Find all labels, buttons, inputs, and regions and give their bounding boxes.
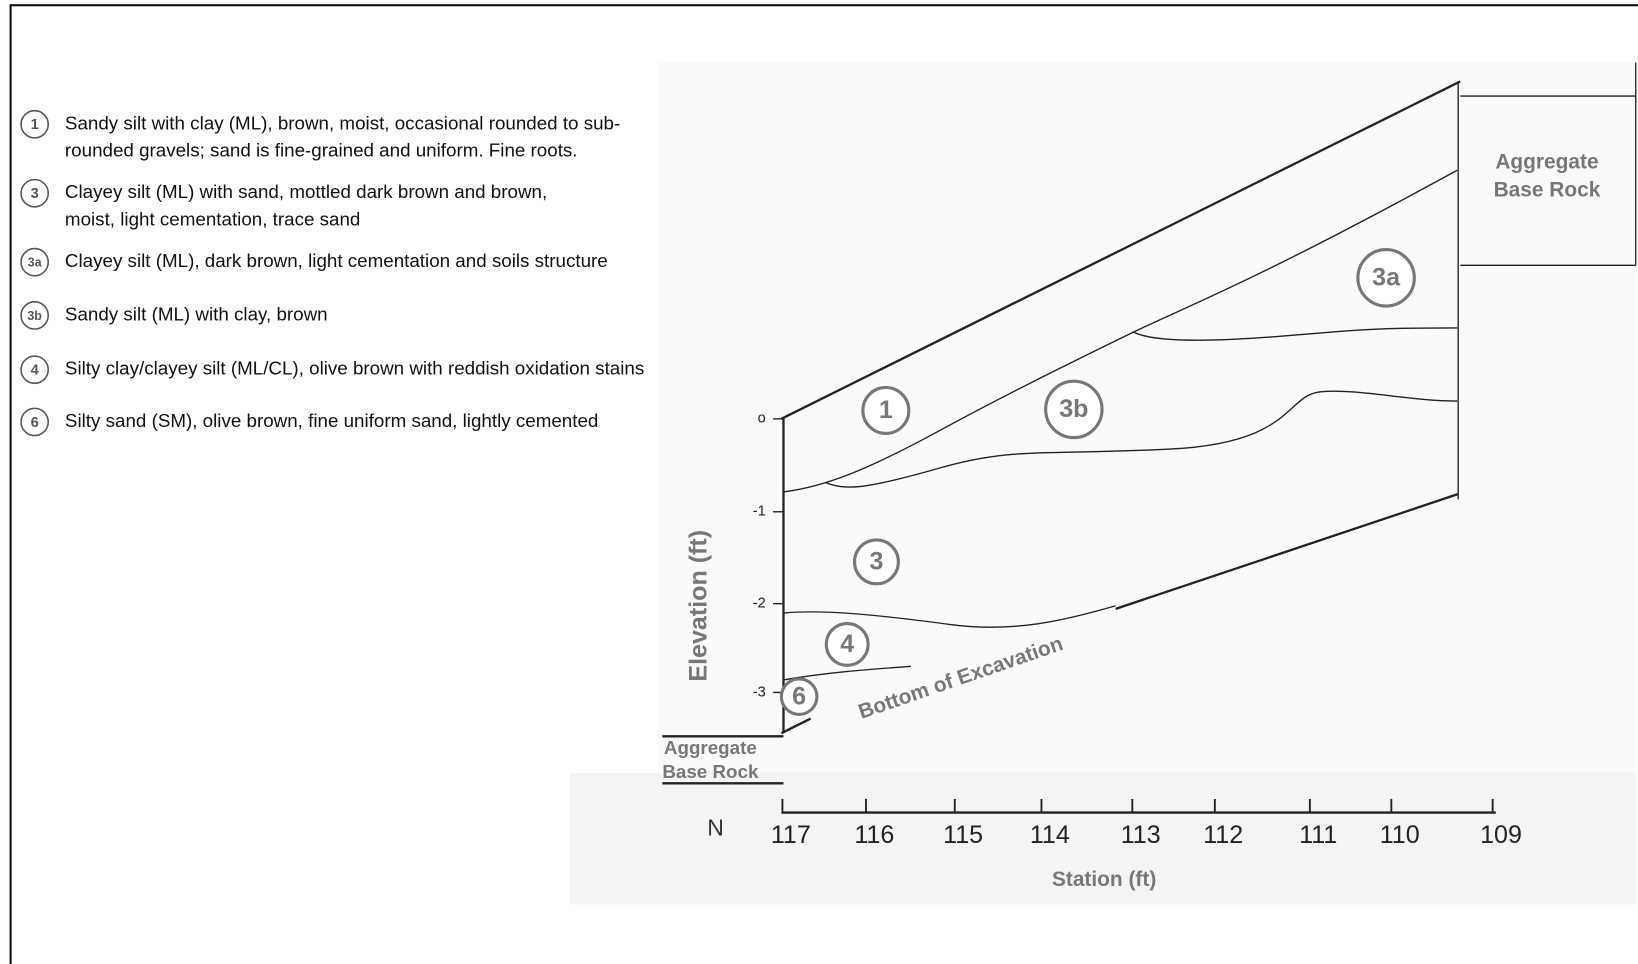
x-axis-title: Station (ft) bbox=[1052, 868, 1156, 891]
layer-label: 3a bbox=[1372, 263, 1401, 291]
x-tick-label: 110 bbox=[1380, 821, 1420, 849]
layer-label: 3 bbox=[869, 548, 883, 576]
y-axis-title: Elevation (ft) bbox=[685, 530, 713, 682]
legend-symbol: 6 bbox=[31, 415, 39, 431]
y-tick-label: -1 bbox=[753, 504, 766, 520]
base-rock-label: Base Rock bbox=[662, 761, 759, 782]
layer-label: 4 bbox=[840, 630, 854, 658]
y-tick-label: -3 bbox=[753, 684, 766, 700]
legend-symbol: 4 bbox=[31, 363, 40, 379]
legend-text: Sandy silt (ML) with clay, brown bbox=[65, 303, 328, 324]
base-rock-label: Aggregate bbox=[664, 737, 757, 758]
legend-text: Silty clay/clayey silt (ML/CL), olive br… bbox=[65, 358, 644, 379]
legend-text: Sandy silt with clay (ML), brown, moist,… bbox=[65, 112, 620, 133]
legend-text: rounded gravels; sand is fine-grained an… bbox=[65, 139, 578, 160]
y-tick-label: o bbox=[758, 411, 766, 427]
layer-label: 3b bbox=[1059, 395, 1088, 423]
layer-label: 1 bbox=[879, 396, 893, 424]
legend-symbol: 1 bbox=[31, 117, 39, 133]
base-rock-label: Base Rock bbox=[1494, 179, 1601, 202]
legend-text: moist, light cementation, trace sand bbox=[65, 208, 360, 229]
x-tick-label: 109 bbox=[1480, 821, 1522, 849]
legend-symbol: 3 bbox=[31, 186, 39, 202]
x-tick-label: 112 bbox=[1203, 821, 1243, 849]
x-tick-label: 113 bbox=[1121, 821, 1161, 849]
north-label: N bbox=[707, 814, 724, 840]
x-tick-label: 111 bbox=[1299, 821, 1337, 849]
base-rock-label: Aggregate bbox=[1495, 150, 1598, 173]
legend-symbol: 3b bbox=[27, 309, 42, 323]
x-tick-label: 115 bbox=[943, 821, 983, 849]
y-tick-label: -2 bbox=[753, 596, 766, 612]
legend-symbol: 3a bbox=[28, 256, 43, 270]
page: 1 Sandy silt with clay (ML), brown, moist… bbox=[0, 0, 1638, 964]
x-tick-label: 117 bbox=[771, 821, 811, 849]
x-tick-label: 114 bbox=[1030, 821, 1070, 849]
layer-label: 6 bbox=[792, 682, 806, 710]
legend-text: Silty sand (SM), olive brown, fine unifo… bbox=[65, 410, 598, 431]
diagram: 1 Sandy silt with clay (ML), brown, moist… bbox=[0, 0, 1638, 964]
x-tick-label: 116 bbox=[854, 821, 894, 849]
legend-text: Clayey silt (ML), dark brown, light ceme… bbox=[65, 250, 608, 271]
sketch-area bbox=[658, 63, 1636, 784]
legend-text: Clayey silt (ML) with sand, mottled dark… bbox=[65, 181, 547, 202]
